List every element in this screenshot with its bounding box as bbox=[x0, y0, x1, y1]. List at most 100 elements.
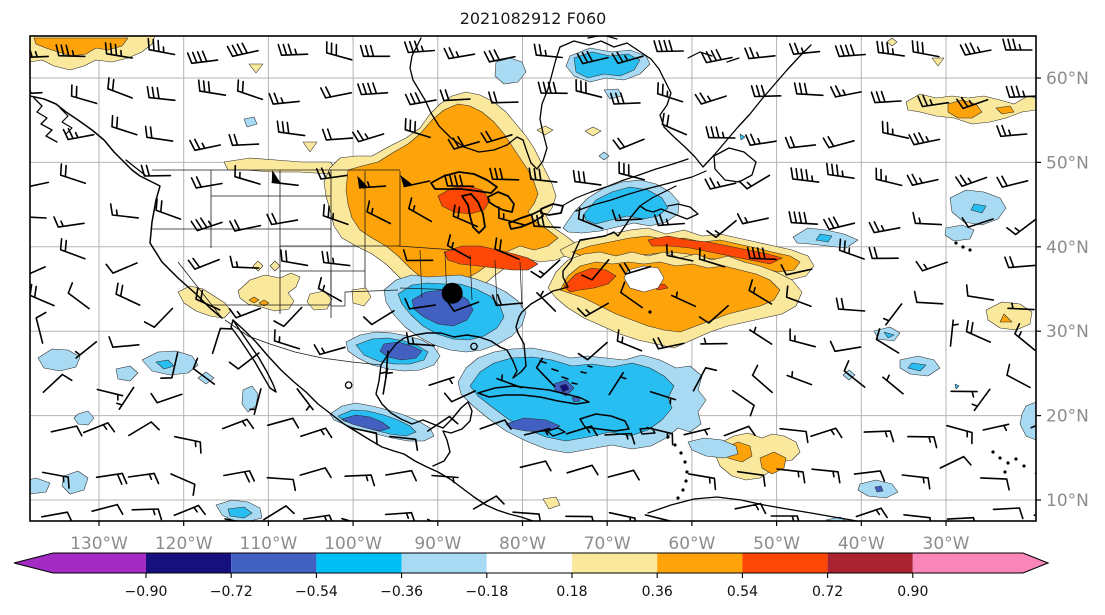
coastline-path bbox=[380, 205, 662, 379]
wind-barb bbox=[901, 474, 931, 490]
wind-barb bbox=[91, 503, 124, 515]
wind-barb bbox=[908, 132, 941, 146]
wind-barb bbox=[535, 357, 556, 388]
coastline-path bbox=[575, 170, 707, 212]
coastline-path bbox=[230, 319, 277, 393]
wind-barb bbox=[863, 430, 895, 443]
coastline-path bbox=[59, 107, 73, 135]
wind-barb bbox=[366, 200, 392, 225]
wind-barb bbox=[341, 517, 354, 521]
wind-barb bbox=[788, 211, 819, 225]
wind-barb bbox=[404, 117, 431, 139]
wind-barb bbox=[496, 374, 523, 389]
x-tick-label: 40°W bbox=[838, 534, 885, 554]
wind-barb bbox=[452, 204, 478, 228]
wind-barb bbox=[300, 427, 333, 439]
coastline-path bbox=[461, 193, 486, 234]
contour-region bbox=[379, 341, 423, 361]
wind-barb bbox=[299, 467, 332, 479]
wind-barb bbox=[609, 92, 641, 105]
wind-barb bbox=[746, 246, 777, 261]
wind-barb bbox=[607, 469, 640, 481]
wind-barb bbox=[785, 285, 812, 308]
wind-barb bbox=[616, 329, 643, 352]
wind-barb bbox=[195, 287, 221, 311]
wind-barb bbox=[385, 469, 417, 482]
wind-barb bbox=[53, 216, 85, 228]
wind-barb bbox=[843, 360, 866, 388]
wind-barb bbox=[512, 511, 542, 521]
wind-barb bbox=[1006, 363, 1031, 389]
wind-barb bbox=[537, 81, 568, 95]
coastline-path bbox=[430, 171, 498, 194]
wind-barb bbox=[793, 82, 824, 97]
wind-barb bbox=[131, 508, 163, 521]
wind-barb bbox=[350, 427, 378, 445]
colorbar-outline bbox=[13, 552, 1050, 574]
wind-barb bbox=[581, 259, 610, 281]
colorbar-tick-label: 0.36 bbox=[642, 584, 673, 600]
wind-barb bbox=[30, 212, 47, 219]
wind-barb bbox=[108, 336, 140, 348]
wind-barb bbox=[748, 279, 773, 305]
wind-barb bbox=[389, 435, 419, 451]
wind-barb bbox=[55, 44, 86, 58]
wind-barb bbox=[835, 297, 866, 312]
wind-barb bbox=[223, 470, 255, 483]
wind-barb bbox=[704, 177, 737, 190]
wind-barb bbox=[683, 427, 711, 436]
wind-barb bbox=[403, 180, 431, 188]
wind-barb bbox=[109, 203, 139, 219]
wind-barb bbox=[1004, 256, 1036, 269]
island-dot bbox=[1014, 457, 1018, 461]
wind-barb bbox=[653, 213, 685, 227]
wind-barb bbox=[472, 495, 505, 510]
x-tick-label: 30°W bbox=[923, 534, 970, 554]
wind-barb bbox=[266, 212, 299, 226]
colorbar-tick-label: 0.54 bbox=[727, 584, 758, 600]
wind-barb bbox=[74, 341, 98, 359]
wind-barb bbox=[810, 427, 843, 439]
wind-barb bbox=[127, 472, 160, 485]
wind-barb bbox=[853, 470, 886, 482]
wind-barb bbox=[776, 468, 806, 484]
wind-barb bbox=[357, 82, 389, 96]
wind-barb bbox=[144, 125, 174, 142]
wind-barb bbox=[950, 390, 978, 398]
coastline-path bbox=[540, 203, 564, 216]
coastline-path bbox=[559, 40, 812, 168]
wind-barb bbox=[140, 164, 172, 177]
contour-region bbox=[584, 126, 602, 137]
x-tick-label: 70°W bbox=[584, 534, 631, 554]
wind-barb bbox=[788, 42, 821, 55]
wind-barb bbox=[276, 120, 306, 137]
wind-barb bbox=[190, 217, 223, 232]
wind-barb bbox=[619, 262, 652, 275]
wind-barb bbox=[959, 42, 992, 56]
wind-barb bbox=[59, 238, 86, 260]
y-tick-label: 60°N bbox=[1046, 69, 1089, 89]
wind-barb bbox=[313, 344, 346, 356]
wind-barb bbox=[59, 163, 87, 185]
contour-region bbox=[536, 125, 554, 136]
colorbar-segment bbox=[146, 553, 232, 573]
island-dot bbox=[961, 245, 965, 249]
wind-barb bbox=[992, 507, 1024, 520]
wind-barb bbox=[826, 162, 855, 179]
island-dot bbox=[1022, 464, 1026, 468]
wind-barb bbox=[1030, 424, 1036, 429]
wind-barb bbox=[403, 40, 436, 54]
y-tick-label: 30°N bbox=[1046, 322, 1089, 342]
wind-barb bbox=[105, 262, 138, 274]
wind-barb bbox=[611, 209, 643, 222]
contour-region bbox=[954, 383, 960, 390]
island-dot bbox=[954, 241, 958, 245]
y-tick-label: 20°N bbox=[1046, 407, 1089, 427]
island-dot bbox=[685, 470, 689, 474]
wind-barb bbox=[604, 432, 636, 445]
wind-barb bbox=[221, 418, 255, 430]
contour-region bbox=[999, 313, 1013, 323]
island-dot bbox=[681, 488, 685, 492]
wind-barb bbox=[723, 425, 756, 437]
wind-barb bbox=[405, 332, 436, 347]
